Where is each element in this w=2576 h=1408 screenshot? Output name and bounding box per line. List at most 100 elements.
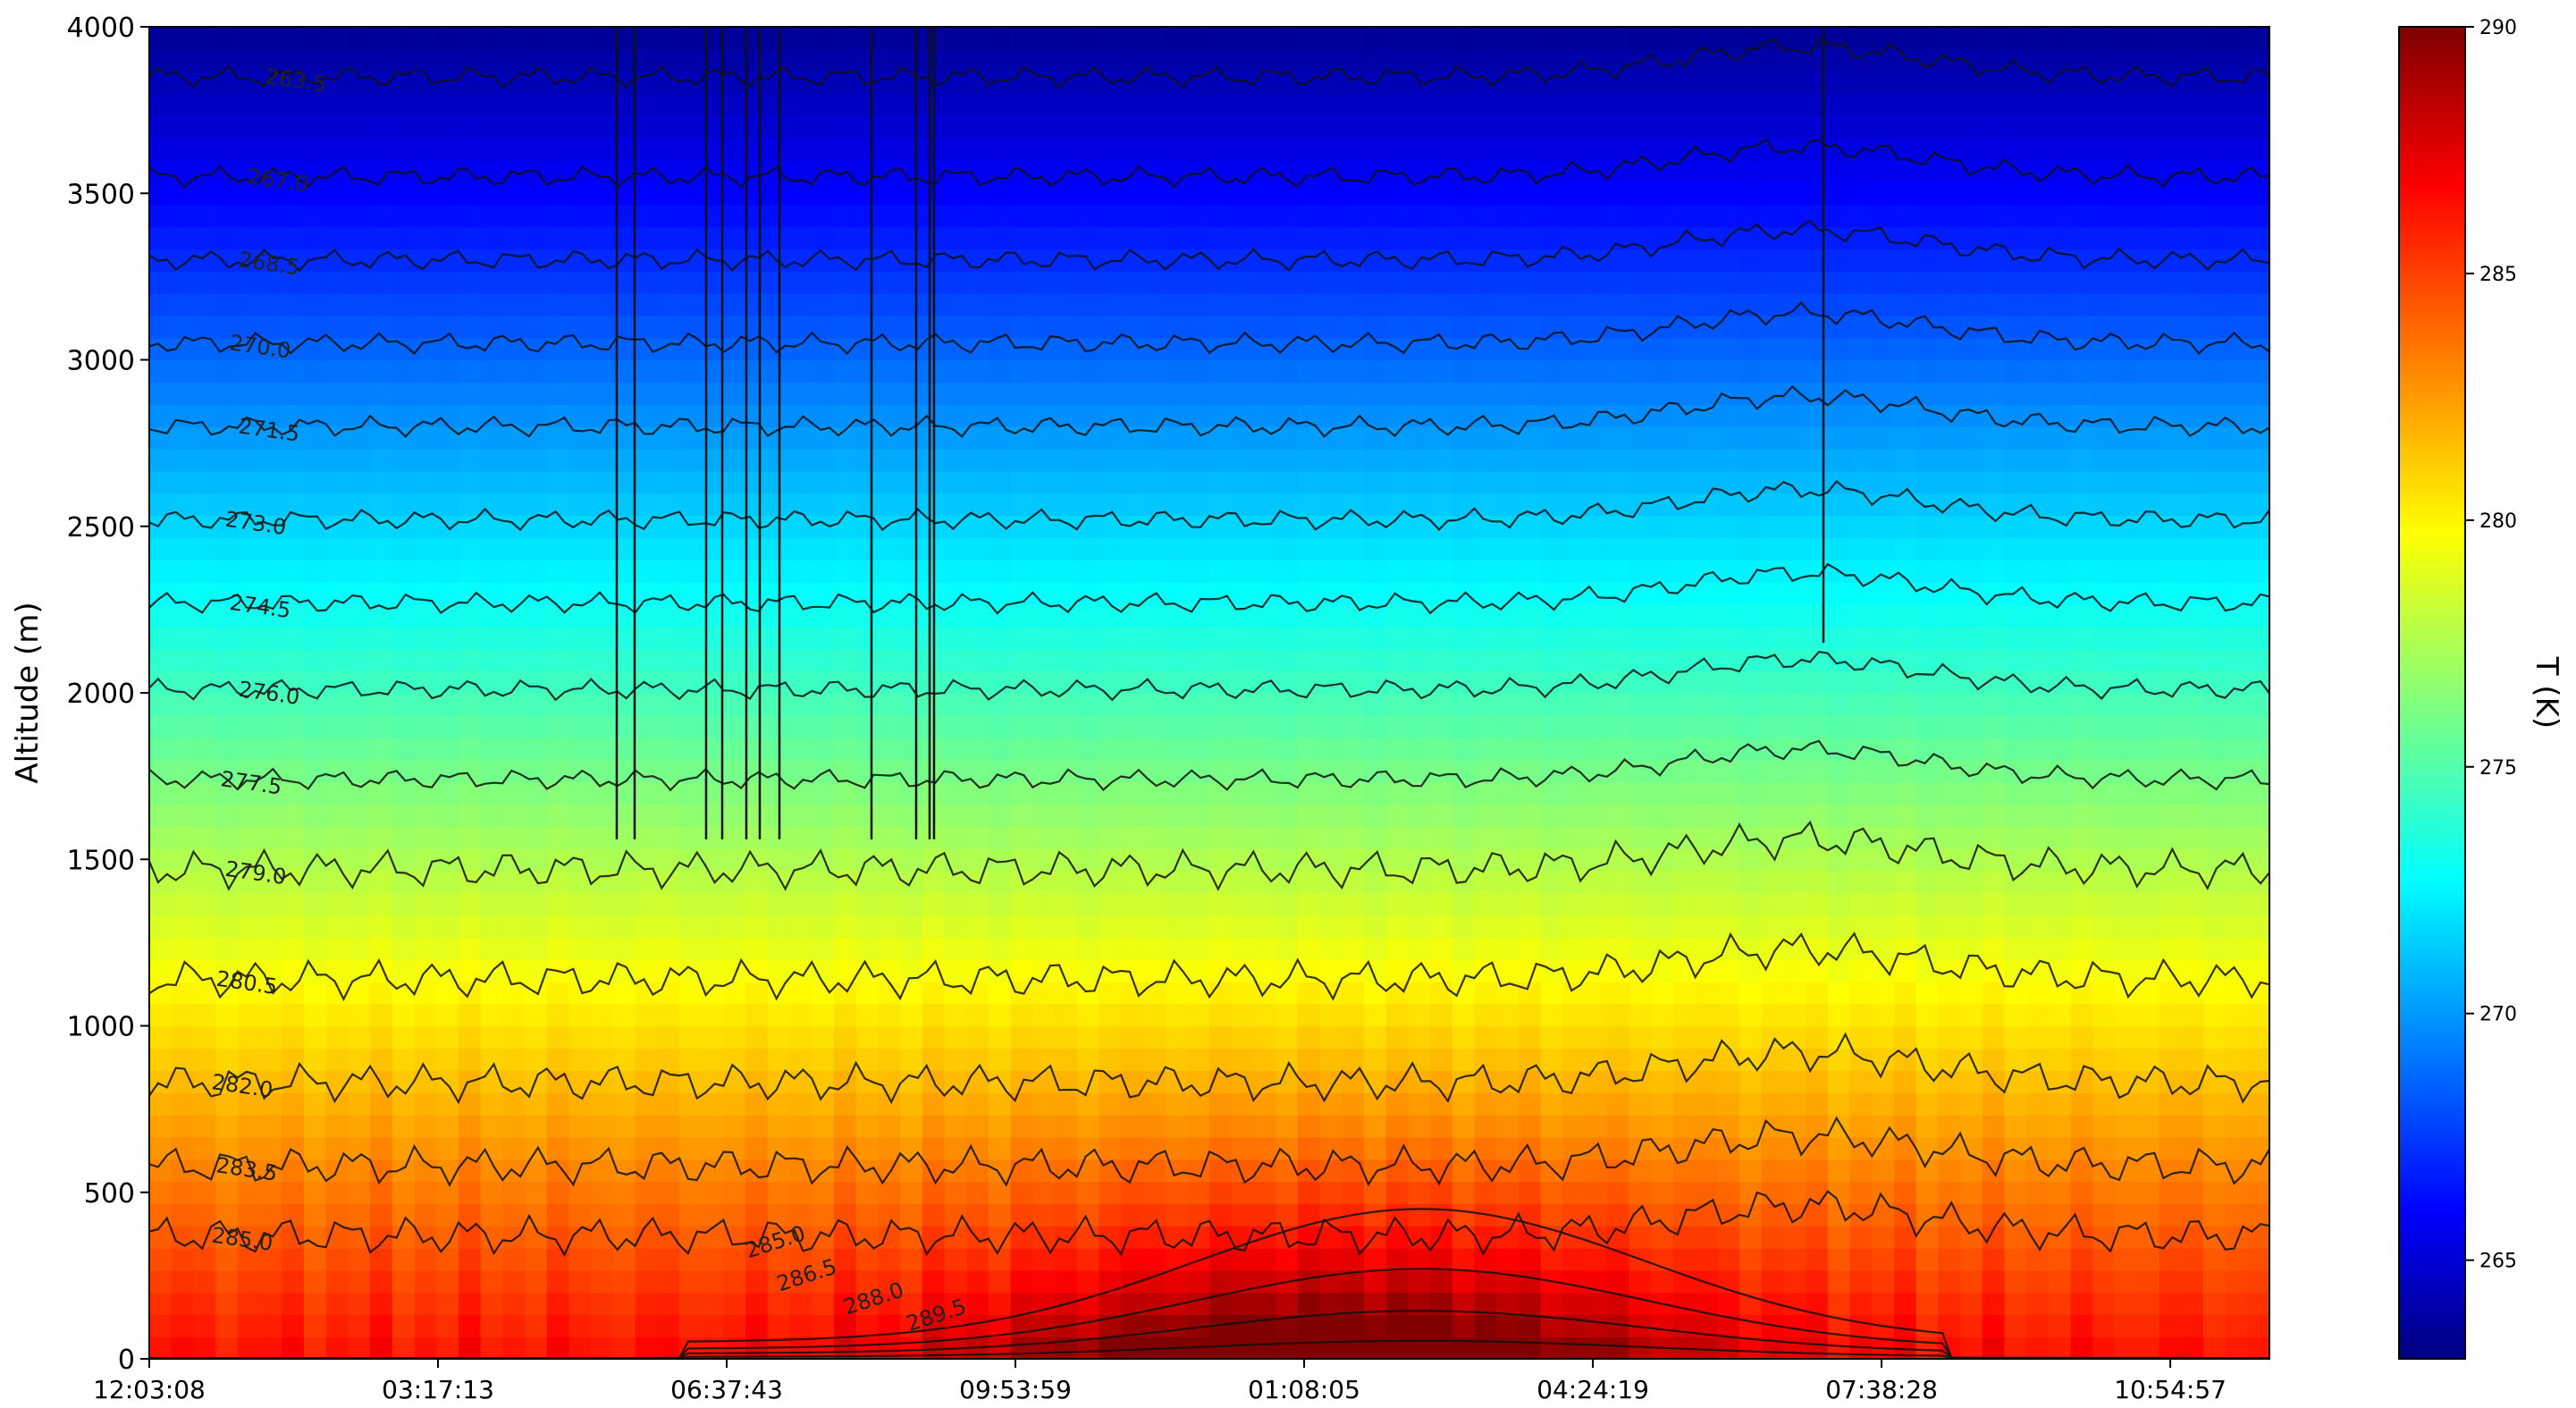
heatmap-cell	[193, 115, 216, 139]
heatmap-cell	[1695, 1159, 1719, 1183]
heatmap-cell	[1032, 1203, 1056, 1227]
heatmap-cell	[966, 1181, 989, 1204]
heatmap-cell	[1165, 160, 1189, 183]
heatmap-cell	[679, 804, 703, 827]
heatmap-cell	[1342, 1136, 1365, 1160]
heatmap-cell	[237, 959, 261, 982]
heatmap-cell	[1761, 293, 1785, 316]
heatmap-cell	[789, 626, 813, 650]
heatmap-cell	[922, 981, 946, 1005]
heatmap-cell	[1562, 271, 1586, 294]
heatmap-cell	[1408, 426, 1431, 450]
heatmap-cell	[1872, 603, 1895, 628]
heatmap-cell	[1893, 804, 1917, 827]
heatmap-cell	[966, 382, 989, 405]
heatmap-cell	[1142, 626, 1166, 650]
heatmap-cell	[988, 359, 1012, 384]
heatmap-cell	[900, 1292, 923, 1316]
heatmap-cell	[325, 648, 349, 671]
heatmap-cell	[1055, 737, 1078, 761]
heatmap-cell	[1739, 271, 1763, 294]
heatmap-cell	[237, 737, 261, 761]
heatmap-cell	[855, 359, 880, 384]
heatmap-cell	[1960, 271, 1983, 294]
heatmap-cell	[1562, 204, 1586, 228]
heatmap-cell	[1032, 426, 1056, 450]
heatmap-cell	[1297, 27, 1321, 50]
heatmap-cell	[1430, 204, 1453, 228]
heatmap-cell	[591, 847, 614, 872]
heatmap-cell	[635, 448, 659, 472]
heatmap-cell	[1606, 93, 1630, 117]
heatmap-cell	[1452, 1314, 1476, 1337]
heatmap-cell	[1187, 448, 1210, 472]
heatmap-cell	[237, 1336, 261, 1359]
heatmap-cell	[1275, 537, 1299, 561]
heatmap-cell	[1872, 759, 1895, 783]
heatmap-cell	[458, 337, 482, 361]
heatmap-cell	[1408, 759, 1431, 783]
heatmap-cell	[1496, 271, 1520, 294]
heatmap-cell	[282, 138, 305, 161]
heatmap-cell	[1142, 1048, 1166, 1071]
heatmap-cell	[502, 382, 526, 405]
heatmap-cell	[1142, 93, 1166, 117]
heatmap-cell	[1408, 293, 1431, 316]
heatmap-cell	[1872, 1025, 1895, 1050]
heatmap-cell	[436, 1314, 459, 1337]
heatmap-cell	[282, 537, 305, 561]
heatmap-cell	[171, 71, 195, 95]
heatmap-cell	[657, 626, 680, 650]
heatmap-cell	[1187, 870, 1210, 894]
heatmap-cell	[944, 693, 968, 716]
heatmap-cell	[1518, 804, 1542, 827]
heatmap-cell	[1452, 226, 1476, 250]
heatmap-cell	[657, 204, 680, 228]
heatmap-cell	[237, 181, 261, 206]
heatmap-cell	[237, 892, 261, 916]
heatmap-cell	[833, 470, 857, 494]
heatmap-cell	[1076, 560, 1100, 583]
heatmap-cell	[812, 892, 835, 916]
heatmap-cell	[1562, 293, 1586, 316]
heatmap-cell	[1452, 892, 1476, 916]
heatmap-cell	[370, 581, 393, 605]
heatmap-cell	[1540, 826, 1564, 849]
heatmap-cell	[966, 892, 989, 916]
heatmap-cell	[635, 271, 659, 294]
heatmap-cell	[1585, 226, 1608, 250]
heatmap-cell	[1099, 826, 1122, 849]
heatmap-cell	[745, 648, 769, 671]
heatmap-cell	[325, 870, 349, 894]
heatmap-cell	[1717, 1070, 1740, 1093]
heatmap-cell	[635, 426, 659, 450]
heatmap-cell	[193, 1136, 216, 1160]
heatmap-cell	[1297, 581, 1321, 605]
heatmap-cell	[1275, 382, 1299, 405]
heatmap-cell	[1982, 1314, 2006, 1337]
heatmap-cell	[1297, 1336, 1321, 1359]
heatmap-cell	[1518, 1336, 1542, 1359]
heatmap-cell	[1806, 404, 1829, 427]
heatmap-cell	[1783, 603, 1806, 628]
heatmap-cell	[701, 1292, 725, 1316]
heatmap-cell	[1209, 181, 1233, 206]
heatmap-cell	[1452, 981, 1476, 1005]
heatmap-cell	[525, 382, 548, 405]
heatmap-cell	[171, 1247, 195, 1271]
heatmap-cell	[1739, 915, 1763, 938]
heatmap-cell	[370, 426, 393, 450]
heatmap-cell	[1872, 537, 1895, 561]
heatmap-cell	[1076, 382, 1100, 405]
heatmap-cell	[193, 138, 216, 161]
heatmap-cell	[1342, 271, 1365, 294]
heatmap-cell	[1209, 93, 1233, 117]
heatmap-cell	[1099, 382, 1122, 405]
heatmap-cell	[1297, 138, 1321, 161]
heatmap-cell	[1872, 626, 1895, 650]
heatmap-cell	[635, 648, 659, 671]
heatmap-cell	[215, 537, 239, 561]
heatmap-cell	[900, 626, 923, 650]
heatmap-cell	[1297, 470, 1321, 494]
heatmap-cell	[1606, 138, 1630, 161]
